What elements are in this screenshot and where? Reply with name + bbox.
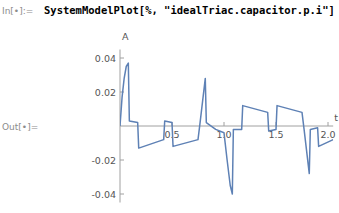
input-code: SystemModelPlot[%, "idealTriac.capacitor… (44, 4, 335, 16)
chart: In[•]:= SystemModelPlot[%, "idealTriac.ca… (0, 0, 339, 213)
y-tick-label: -0.04 (91, 189, 116, 200)
input-label: In[•]:= (2, 6, 33, 16)
x-axis (120, 126, 333, 127)
y-tick-label: -0.02 (91, 155, 116, 166)
x-tick-label: 2.0 (320, 129, 335, 140)
output-label: Out[•]= (2, 122, 38, 132)
x-tick (328, 122, 329, 126)
series-line (120, 63, 333, 194)
y-tick (120, 58, 124, 59)
x-axis-label: t (334, 112, 338, 123)
y-axis-label: A (122, 31, 129, 42)
x-tick (224, 122, 225, 126)
y-tick (120, 194, 124, 195)
plot-area (120, 63, 333, 194)
y-tick-label: 0.04 (95, 53, 116, 64)
y-tick (120, 160, 124, 161)
y-tick-label: 0.02 (95, 87, 116, 98)
